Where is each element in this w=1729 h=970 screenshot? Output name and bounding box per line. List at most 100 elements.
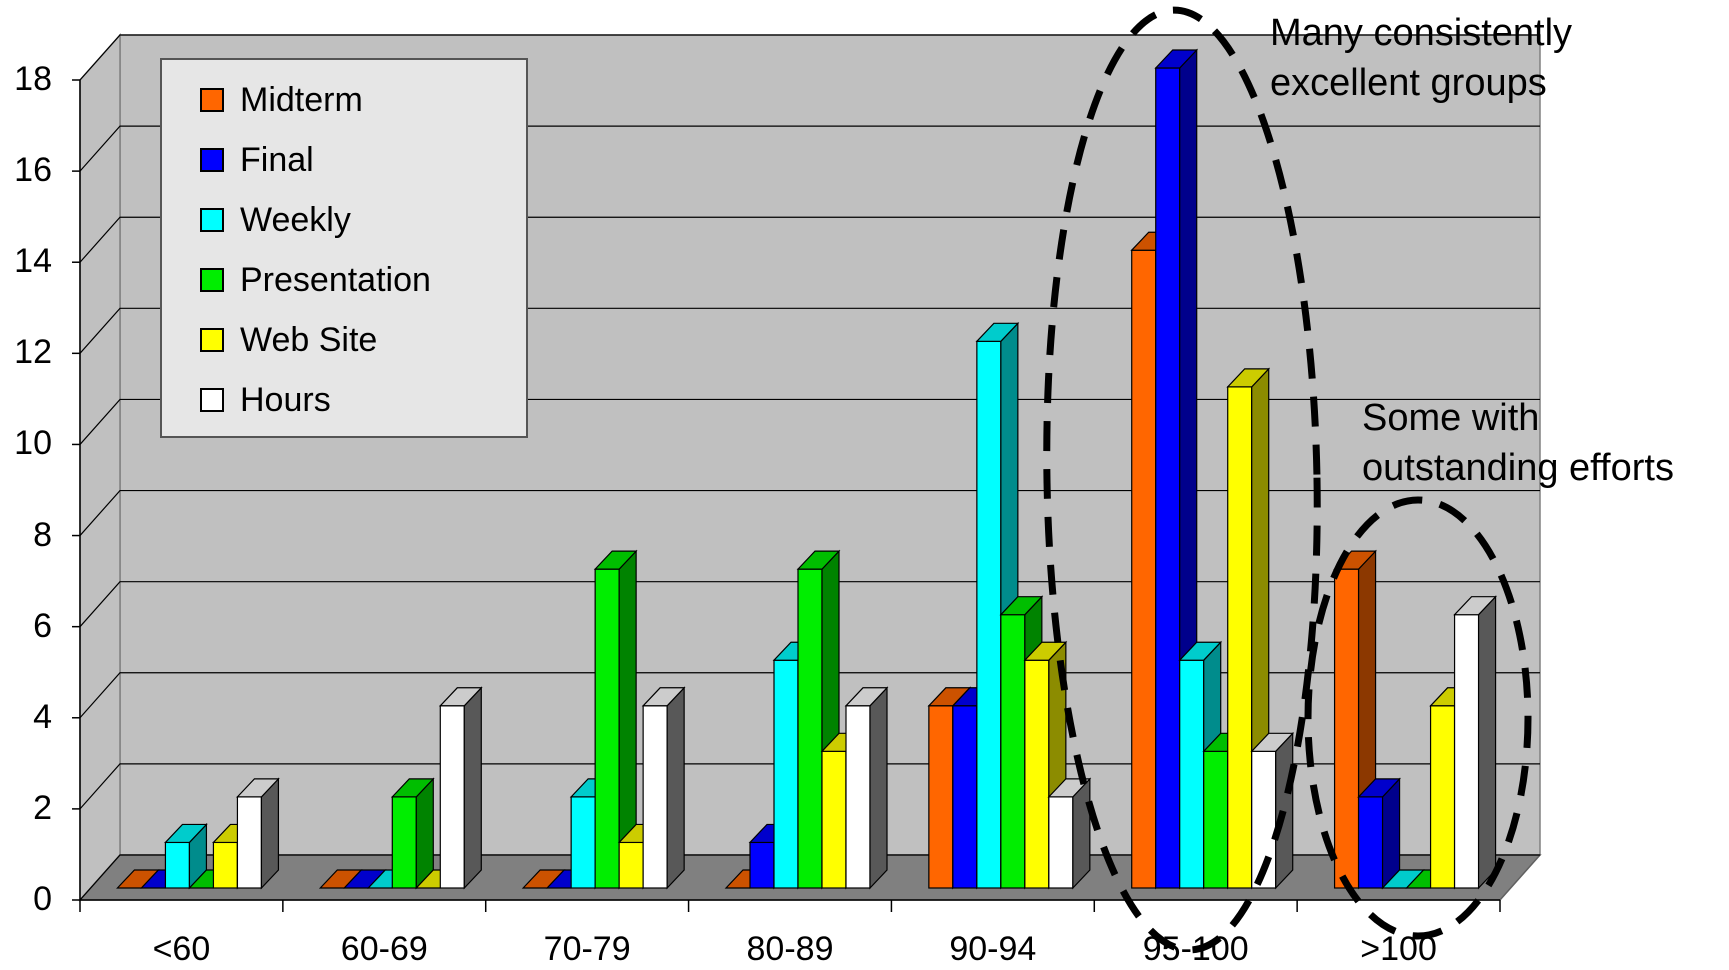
bar-front (821, 750, 847, 889)
bar-front (1000, 614, 1026, 889)
y-tick-label: 16 (14, 151, 52, 190)
bar-front (1155, 67, 1181, 889)
x-category-label: <60 (152, 930, 211, 968)
ellipse-outstanding (1304, 496, 1532, 940)
bar-hours-0 (236, 777, 280, 890)
legend-label: Midterm (240, 80, 363, 119)
bar-side (666, 686, 685, 890)
legend-label: Web Site (240, 320, 378, 359)
bar-front (212, 841, 239, 889)
y-tick-label: 18 (14, 60, 52, 98)
legend-swatch (200, 208, 224, 232)
legend-item: Midterm (200, 80, 363, 120)
bar-front (164, 841, 191, 889)
bar-top (1154, 49, 1199, 69)
annotation-excellent-line1: Many consistently (1270, 12, 1573, 54)
y-tick-label: 8 (33, 515, 52, 554)
bar-top (975, 322, 1020, 342)
gridline-10 (79, 398, 1540, 445)
bar-front (928, 705, 954, 889)
annotation-excellent: Many consistently excellent groups (1270, 8, 1572, 108)
bar-top (1226, 368, 1271, 388)
gridline-8 (79, 489, 1540, 536)
axes (72, 79, 1501, 912)
bar-front (642, 705, 668, 889)
bar-hours-6 (1453, 595, 1497, 890)
bar-side (1381, 777, 1401, 890)
bar-top (236, 778, 280, 798)
legend-swatch (200, 388, 224, 412)
bar-front (1333, 568, 1360, 889)
x-category-label: 95-100 (1142, 930, 1249, 968)
bar-top (1453, 596, 1497, 616)
bar-top (1047, 778, 1092, 798)
gridline-14 (79, 216, 1540, 263)
bar-side (1477, 595, 1497, 890)
y-tick-label: 6 (33, 606, 52, 645)
bar-side (463, 686, 482, 890)
bar-front (1131, 249, 1157, 889)
bar-front (845, 705, 871, 889)
gridline-4 (79, 672, 1540, 719)
legend-item: Weekly (200, 200, 351, 240)
bar-front (797, 568, 823, 889)
y-tick-label: 2 (33, 788, 52, 827)
bar-front (391, 796, 417, 889)
legend-item: Hours (200, 380, 331, 420)
bar-front (1024, 659, 1050, 889)
bar-top (1023, 641, 1068, 661)
bar-front (570, 796, 596, 889)
gridline-12 (79, 307, 1540, 354)
bar-front (1453, 614, 1480, 889)
bar-front (773, 659, 799, 889)
bar-front (1227, 386, 1253, 889)
gridline-16 (79, 125, 1540, 172)
bar-top (1178, 641, 1223, 661)
bar-front (594, 568, 620, 889)
x-category-label: >100 (1360, 930, 1437, 968)
bar-top (796, 550, 841, 570)
legend-label: Weekly (240, 200, 351, 239)
legend-swatch (200, 328, 224, 352)
annotation-outstanding: Some with outstanding efforts (1362, 393, 1674, 493)
gridline-2 (79, 763, 1540, 810)
bar-front (439, 705, 465, 889)
bar-front (952, 705, 978, 889)
bar-hours-1 (438, 686, 483, 890)
bar-front (1203, 750, 1229, 889)
bar-hours-5 (1250, 731, 1295, 890)
y-tick-label: 4 (33, 697, 52, 736)
x-category-label: 90-94 (949, 930, 1037, 968)
bar-top (844, 687, 889, 707)
bars (116, 48, 1497, 890)
bar-presentation-1 (390, 777, 435, 890)
legend-item: Presentation (200, 260, 431, 300)
bar-front (749, 841, 775, 889)
x-category-label: 60-69 (340, 930, 428, 968)
bar-side (869, 686, 888, 890)
bar-top (164, 823, 208, 844)
bar-front (976, 340, 1002, 889)
bar-top (593, 550, 638, 570)
legend-label: Hours (240, 380, 331, 419)
bar-top (438, 687, 483, 707)
x-category-label: 70-79 (543, 930, 631, 968)
bar-hours-3 (844, 686, 889, 890)
bar-top (1250, 732, 1295, 752)
bar-top (1357, 778, 1401, 798)
x-category-label: 80-89 (746, 930, 834, 968)
bar-front (618, 841, 644, 889)
y-tick-label: 10 (14, 424, 52, 463)
bar-side (1072, 777, 1091, 890)
ellipse-excellent (1043, 6, 1321, 954)
bar-side (1275, 731, 1294, 890)
bar-final-6 (1357, 777, 1401, 890)
bar-front (1179, 659, 1205, 889)
legend: Midterm Final Weekly Presentation Web Site Ho… (160, 58, 528, 438)
bar-presentation-2 (593, 549, 638, 890)
bar-side (415, 777, 434, 890)
annotation-ellipses (1043, 6, 1532, 954)
bar-front (1357, 796, 1384, 889)
legend-swatch (200, 148, 224, 172)
legend-label: Presentation (240, 260, 431, 299)
